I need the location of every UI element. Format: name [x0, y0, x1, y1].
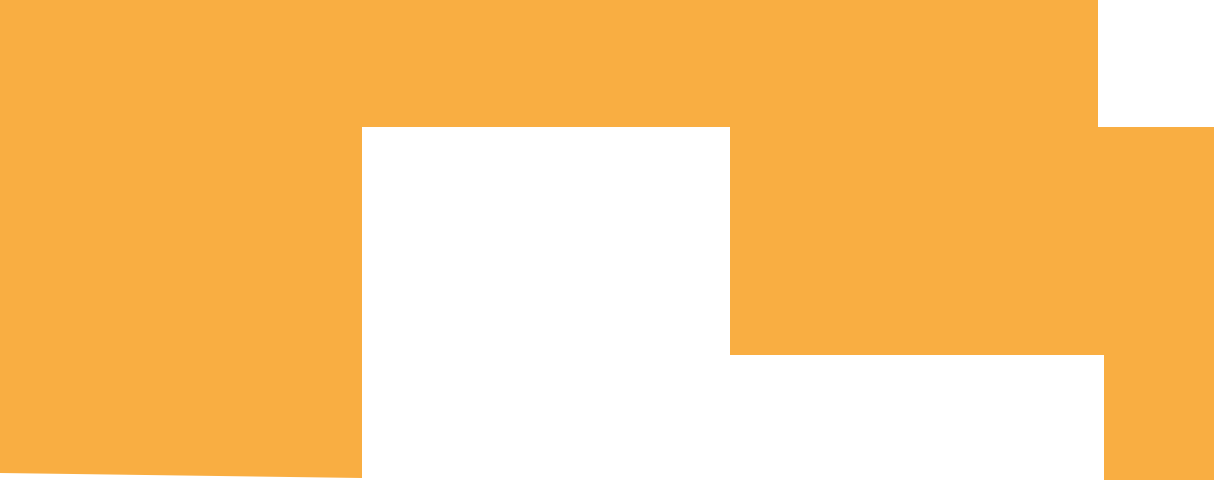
orange-right-column [1104, 355, 1214, 480]
orange-left-column [0, 127, 362, 478]
orange-right-block [730, 127, 1214, 355]
orange-top-band [0, 0, 1098, 127]
